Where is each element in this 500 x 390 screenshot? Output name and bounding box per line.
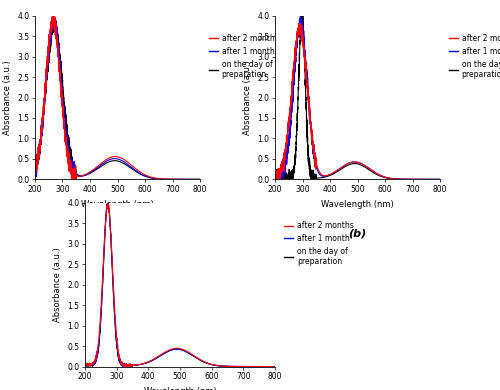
Legend: after 2 months, after 1 month, on the day of
preparation: after 2 months, after 1 month, on the da… xyxy=(447,32,500,81)
Legend: after 2 months, after 1 month, on the day of
preparation: after 2 months, after 1 month, on the da… xyxy=(282,220,356,268)
Text: (b): (b) xyxy=(348,229,366,239)
Y-axis label: Absorbance (a.u.): Absorbance (a.u.) xyxy=(3,60,12,135)
Y-axis label: Absorbance (a.u.): Absorbance (a.u.) xyxy=(243,60,252,135)
Legend: after 2 months, after 1 month, on the day of
preparation: after 2 months, after 1 month, on the da… xyxy=(207,32,280,81)
X-axis label: Wavelength (nm): Wavelength (nm) xyxy=(321,200,394,209)
Text: (a): (a) xyxy=(108,229,126,239)
Y-axis label: Absorbance (a.u.): Absorbance (a.u.) xyxy=(53,247,62,322)
X-axis label: Wavelength (nm): Wavelength (nm) xyxy=(81,200,154,209)
X-axis label: Wavelength (nm): Wavelength (nm) xyxy=(144,387,216,390)
